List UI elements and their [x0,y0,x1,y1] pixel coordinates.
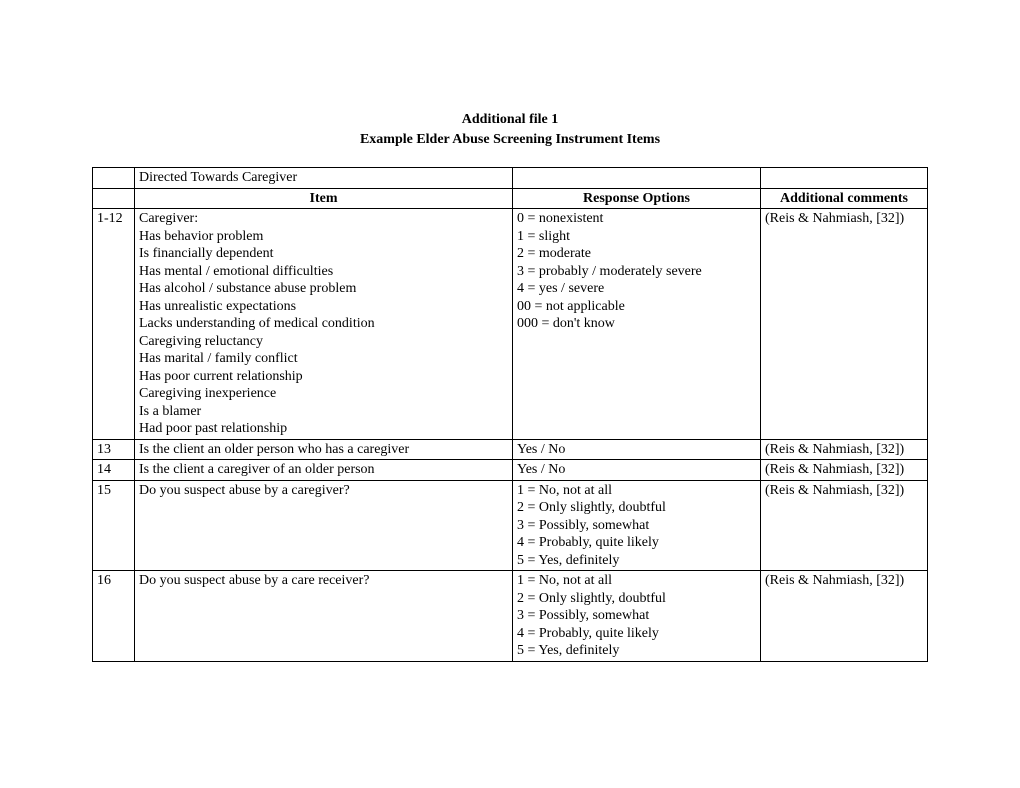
cell-id: 15 [93,480,135,571]
title-line-2: Example Elder Abuse Screening Instrument… [92,130,928,150]
cell-comments: (Reis & Nahmiash, [32]) [761,480,928,571]
cell-id: 16 [93,571,135,662]
document-title: Additional file 1 Example Elder Abuse Sc… [92,110,928,149]
col-item-header: Item [135,188,513,209]
cell-response: 1 = No, not at all 2 = Only slightly, do… [513,480,761,571]
cell-response: Yes / No [513,460,761,481]
screening-table: Directed Towards Caregiver Item Response… [92,167,928,662]
cell-response: Yes / No [513,439,761,460]
section-header-blank-id [93,168,135,189]
table-row: 15 Do you suspect abuse by a caregiver? … [93,480,928,571]
cell-item: Is the client a caregiver of an older pe… [135,460,513,481]
cell-item: Do you suspect abuse by a care receiver? [135,571,513,662]
cell-id: 13 [93,439,135,460]
table-row: 14 Is the client a caregiver of an older… [93,460,928,481]
page-container: Additional file 1 Example Elder Abuse Sc… [0,0,1020,662]
cell-comments: (Reis & Nahmiash, [32]) [761,571,928,662]
table-row: 16 Do you suspect abuse by a care receiv… [93,571,928,662]
cell-item: Do you suspect abuse by a caregiver? [135,480,513,571]
cell-id: 14 [93,460,135,481]
cell-response: 0 = nonexistent 1 = slight 2 = moderate … [513,209,761,440]
section-header-blank-comm [761,168,928,189]
cell-item: Is the client an older person who has a … [135,439,513,460]
cell-response: 1 = No, not at all 2 = Only slightly, do… [513,571,761,662]
cell-item: Caregiver: Has behavior problem Is finan… [135,209,513,440]
table-row: 13 Is the client an older person who has… [93,439,928,460]
cell-comments: (Reis & Nahmiash, [32]) [761,460,928,481]
cell-comments: (Reis & Nahmiash, [32]) [761,209,928,440]
cell-id: 1-12 [93,209,135,440]
col-comments-header: Additional comments [761,188,928,209]
col-id-header [93,188,135,209]
cell-comments: (Reis & Nahmiash, [32]) [761,439,928,460]
section-header-blank-resp [513,168,761,189]
title-line-1: Additional file 1 [92,110,928,130]
section-header-row: Directed Towards Caregiver [93,168,928,189]
col-response-header: Response Options [513,188,761,209]
section-header-label: Directed Towards Caregiver [135,168,513,189]
column-header-row: Item Response Options Additional comment… [93,188,928,209]
table-row: 1-12 Caregiver: Has behavior problem Is … [93,209,928,440]
table-body: Directed Towards Caregiver Item Response… [93,168,928,662]
